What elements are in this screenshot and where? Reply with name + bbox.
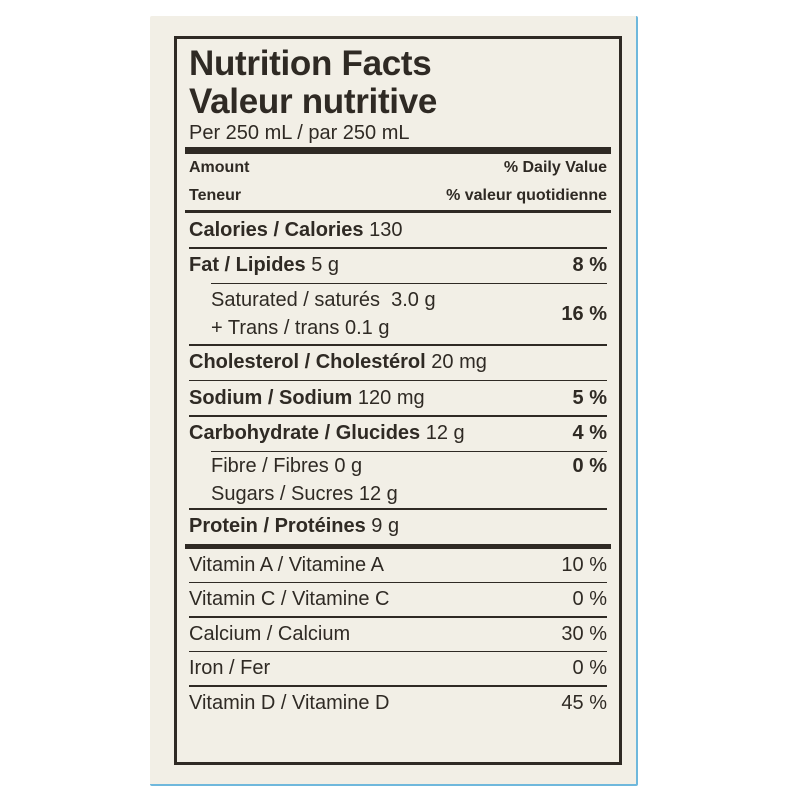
saturated-label: Saturated / saturés [211, 289, 380, 311]
fat-value: 5 g [311, 254, 340, 276]
calories-label: Calories / Calories [189, 218, 364, 241]
title-english: Nutrition Facts [189, 44, 432, 83]
sodium-pct: 5 % [572, 386, 607, 409]
divider [211, 450, 607, 452]
carbohydrate-value: 12 g [425, 422, 465, 444]
calcium-label: Calcium / Calcium [189, 622, 351, 645]
row-vitamin-a: Vitamin A / Vitamine A 10 % [189, 549, 607, 582]
divider [189, 581, 607, 583]
divider [189, 685, 607, 687]
sugars-label: Sugars / Sucres [211, 482, 354, 505]
divider [189, 415, 607, 417]
amount-label: Amount [189, 159, 250, 176]
title-french: Valeur nutritive [189, 82, 438, 121]
trans-value: 0.1 g [344, 317, 390, 339]
row-iron: Iron / Fer 0 % [189, 652, 607, 685]
teneur-label: Teneur [189, 187, 242, 204]
sodium-label: Sodium / Sodium [189, 386, 353, 409]
vitamin-d-label: Vitamin D / Vitamine D [189, 691, 390, 714]
fibre-label: Fibre / Fibres [211, 454, 329, 477]
cholesterol-label: Cholesterol / Cholestérol [189, 351, 426, 373]
row-protein: Protein / Protéines 9 g [189, 510, 607, 544]
row-carbohydrate: Carbohydrate / Glucides 12 g 4 % [189, 417, 607, 451]
divider [189, 247, 607, 249]
iron-pct: 0 % [572, 657, 607, 679]
vitamin-a-pct: 10 % [561, 553, 607, 576]
saturated-value: 3.0 g [391, 289, 436, 311]
calories-value: 130 [369, 218, 403, 241]
nutrition-facts-table: Nutrition Facts Valeur nutritive Per 250… [174, 36, 622, 765]
fibre-pct: 0 % [572, 454, 607, 477]
fat-pct: 8 % [572, 254, 607, 276]
divider [189, 650, 607, 652]
fat-label: Fat / Lipides [189, 254, 306, 276]
thick-rule [185, 147, 611, 154]
row-calories: Calories / Calories 130 [189, 213, 607, 247]
valeur-quotidienne-label: % valeur quotidienne [446, 187, 607, 204]
divider [189, 379, 607, 381]
sodium-value: 120 mg [357, 386, 425, 409]
row-vitamin-d: Vitamin D / Vitamine D 45 % [189, 687, 607, 720]
trans-label: + Trans / trans [211, 317, 340, 339]
divider [189, 508, 607, 510]
column-header: Amount % Daily Value Teneur % valeur quo… [189, 154, 607, 210]
divider [189, 616, 607, 618]
saturated-pct: 16 % [561, 302, 607, 325]
divider [211, 282, 607, 284]
row-saturated-trans: Saturated / saturés 3.0 g + Trans / tran… [189, 284, 607, 344]
carbohydrate-pct: 4 % [572, 422, 607, 444]
row-fat: Fat / Lipides 5 g 8 % [189, 249, 607, 283]
row-calcium: Calcium / Calcium 30 % [189, 618, 607, 651]
vitamin-a-label: Vitamin A / Vitamine A [189, 553, 384, 576]
row-cholesterol: Cholesterol / Cholestérol 20 mg [189, 346, 607, 380]
carbohydrate-label: Carbohydrate / Glucides [189, 422, 421, 444]
sugars-value: 12 g [358, 482, 398, 505]
vitamin-c-label: Vitamin C / Vitamine C [189, 588, 390, 610]
protein-value: 9 g [371, 515, 400, 537]
row-sodium: Sodium / Sodium 120 mg 5 % [189, 381, 607, 415]
cholesterol-value: 20 mg [431, 351, 487, 373]
serving-size: Per 250 mL / par 250 mL [189, 122, 410, 144]
fibre-value: 0 g [334, 454, 363, 477]
iron-label: Iron / Fer [189, 657, 271, 679]
heavy-rule [185, 543, 611, 549]
row-vitamin-c: Vitamin C / Vitamine C 0 % [189, 583, 607, 616]
protein-label: Protein / Protéines [189, 515, 366, 537]
daily-value-label: % Daily Value [503, 159, 607, 176]
vitamin-d-pct: 45 % [561, 691, 607, 714]
divider [189, 344, 607, 346]
vitamin-c-pct: 0 % [572, 588, 607, 610]
calcium-pct: 30 % [561, 622, 607, 645]
medium-rule [185, 210, 611, 213]
row-fibre-sugars: Fibre / Fibres 0 g 0 % Sugars / Sucres 1… [189, 452, 607, 508]
